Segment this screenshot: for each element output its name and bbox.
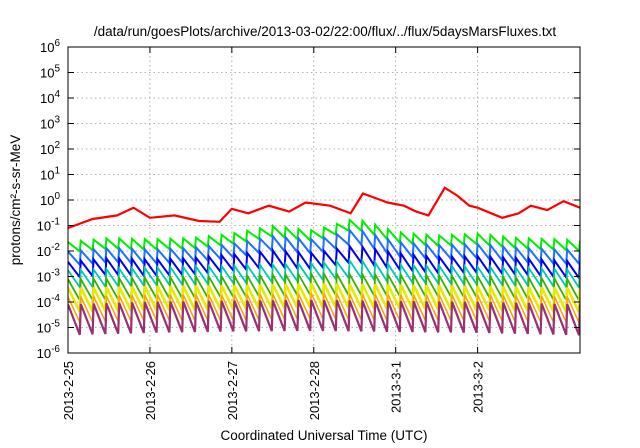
y-tick-label: 100 <box>40 191 60 208</box>
series-layer <box>68 186 580 336</box>
chart-title: /data/run/goesPlots/archive/2013-03-02/2… <box>94 24 556 39</box>
y-axis-label: protons/cm²-s-sr-MeV <box>8 135 23 266</box>
y-tick-label: 106 <box>40 38 60 55</box>
series-line-1 <box>68 186 580 230</box>
grid-layer <box>68 47 580 353</box>
y-tick-label: 103 <box>40 115 60 132</box>
y-tick-label: 101 <box>40 166 60 183</box>
x-tick-label: 2013-2-26 <box>143 361 158 420</box>
y-tick-label: 10-1 <box>37 217 61 234</box>
x-tick-label: 2013-3-2 <box>471 361 486 413</box>
x-tick-label: 2013-2-28 <box>307 361 322 420</box>
x-axis: 2013-2-25 2013-2-26 2013-2-27 2013-2-28 2013… <box>61 47 486 420</box>
y-axis: 10-6 10-5 10-4 10-3 10-2 10-1 100 101 102 103 104 1… <box>37 38 580 361</box>
y-tick-label: 105 <box>40 64 60 81</box>
x-tick-label: 2013-2-27 <box>225 361 240 420</box>
y-tick-label: 102 <box>40 140 60 157</box>
y-tick-label: 10-2 <box>37 242 61 259</box>
series-line-9 <box>68 299 580 336</box>
y-tick-label: 10-3 <box>37 268 61 285</box>
series-line-2 <box>68 217 580 254</box>
y-tick-label: 10-4 <box>37 293 61 310</box>
x-tick-label: 2013-3-1 <box>389 361 404 413</box>
y-tick-label: 10-5 <box>37 319 61 336</box>
x-axis-label: Coordinated Universal Time (UTC) <box>220 428 427 443</box>
y-tick-label: 10-6 <box>37 344 61 361</box>
y-tick-label: 104 <box>40 89 60 106</box>
x-tick-label: 2013-2-25 <box>61 361 76 420</box>
